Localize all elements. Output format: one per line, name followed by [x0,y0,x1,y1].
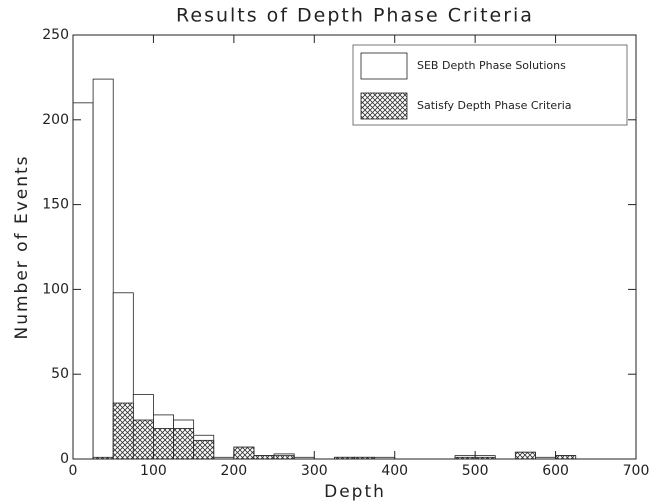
histogram-bar [173,428,195,460]
histogram-bar [72,102,94,460]
x-tick-label: 100 [140,463,167,479]
histogram-bar [253,455,275,460]
legend-label: SEB Depth Phase Solutions [417,59,566,72]
legend-swatch [360,52,408,80]
y-tick-label: 50 [51,366,69,382]
x-tick-label: 400 [381,463,408,479]
x-tick-label: 300 [301,463,328,479]
histogram-bar [273,455,295,460]
histogram-bar [514,451,536,460]
chart-title: Results of Depth Phase Criteria [176,5,534,27]
histogram-bar [92,78,114,460]
x-tick-label: 500 [462,463,489,479]
histogram-bar [112,402,134,460]
legend-label: Satisfy Depth Phase Criteria [417,99,572,112]
y-tick-label: 200 [42,112,69,128]
y-tick-label: 0 [60,451,69,467]
x-tick-label: 700 [623,463,650,479]
histogram-bar [555,455,577,460]
histogram-bar [233,446,255,460]
plot-frame [72,34,637,460]
histogram-bar [132,419,154,460]
legend-swatch [360,92,408,120]
histogram-bar [153,428,174,460]
y-tick-label: 250 [42,27,69,43]
x-axis-title: Depth [324,482,386,502]
y-tick-label: 100 [42,281,69,297]
x-tick-label: 600 [542,463,569,479]
y-axis-title: Number of Events [12,154,32,339]
x-tick-label: 200 [220,463,247,479]
y-tick-label: 150 [42,197,69,213]
histogram-bar [193,439,215,460]
x-tick-label: 0 [69,463,78,479]
